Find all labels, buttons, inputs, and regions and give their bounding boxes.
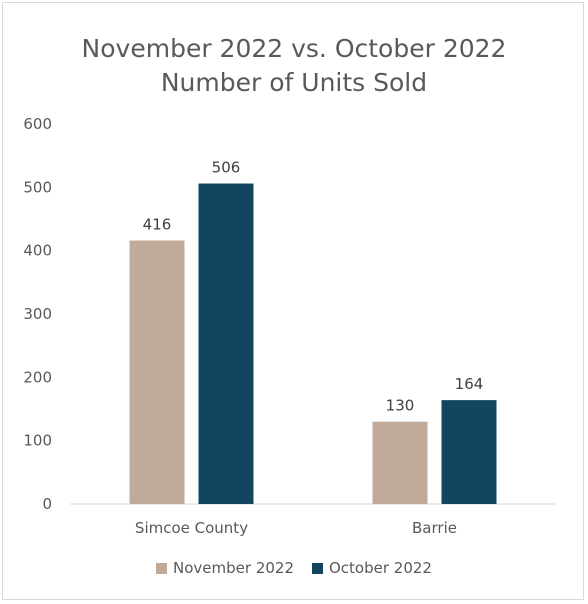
- y-tick-label-3: 300: [23, 305, 52, 323]
- y-tick-label-2: 200: [23, 368, 52, 386]
- chart-title-line-1: November 2022 vs. October 2022: [81, 34, 507, 63]
- data-label-1-1: 164: [455, 375, 484, 393]
- data-label-1-0: 130: [386, 397, 415, 415]
- y-tick-label-1: 100: [23, 432, 52, 450]
- y-tick-label-4: 400: [23, 242, 52, 260]
- legend-label-november-2022: November 2022: [173, 559, 294, 577]
- legend-item-october-2022: October 2022: [312, 559, 432, 577]
- chart-legend: November 2022 October 2022: [0, 559, 588, 577]
- data-label-0-1: 506: [212, 159, 241, 177]
- bar-0-1: [198, 183, 254, 505]
- y-tick-label-5: 500: [23, 178, 52, 196]
- y-tick-label-0: 0: [42, 495, 52, 513]
- bar-1-0: [372, 421, 428, 504]
- x-category-label-0: Simcoe County: [135, 519, 248, 537]
- x-category-label-1: Barrie: [412, 519, 457, 537]
- chart-title-line-2: Number of Units Sold: [160, 68, 428, 97]
- bar-1-1: [441, 400, 497, 504]
- legend-item-november-2022: November 2022: [156, 559, 294, 577]
- bar-0-0: [129, 240, 185, 505]
- legend-swatch-november-2022: [156, 562, 168, 574]
- y-tick-label-6: 600: [23, 115, 52, 133]
- data-label-0-0: 416: [143, 216, 172, 234]
- legend-label-october-2022: October 2022: [329, 559, 432, 577]
- legend-swatch-october-2022: [312, 562, 323, 574]
